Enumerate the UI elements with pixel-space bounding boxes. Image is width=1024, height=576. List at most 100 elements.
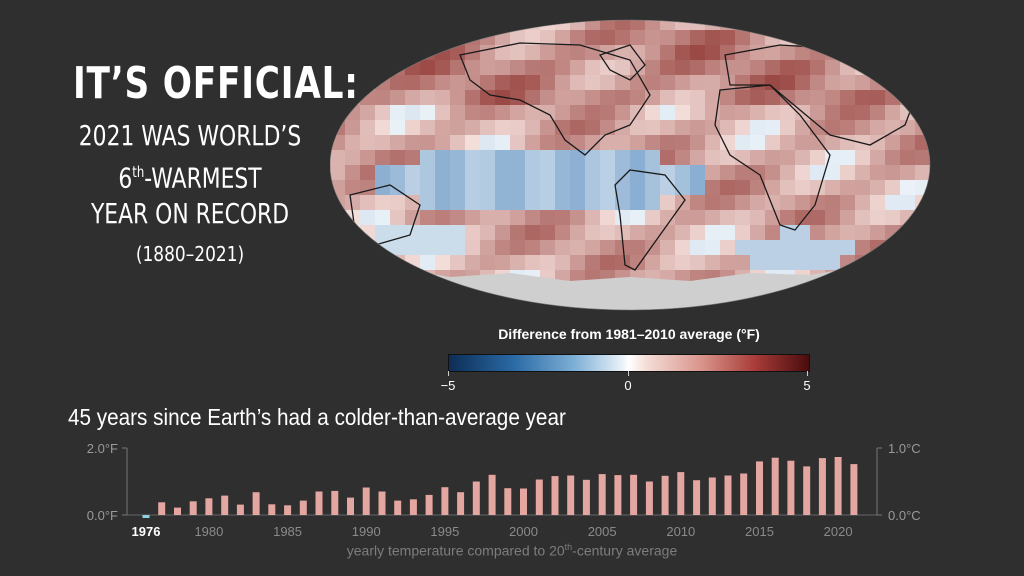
map-cell bbox=[705, 45, 721, 61]
map-cell bbox=[705, 30, 721, 46]
map-cell bbox=[450, 75, 466, 91]
bar-2001 bbox=[535, 479, 543, 515]
map-cell bbox=[660, 180, 676, 196]
map-cell bbox=[870, 285, 886, 301]
map-cell bbox=[780, 135, 796, 151]
map-cell bbox=[345, 255, 361, 271]
map-cell bbox=[825, 120, 841, 136]
chart-subheading: 45 years since Earth’s had a colder-than… bbox=[68, 404, 566, 430]
map-cell bbox=[645, 225, 661, 241]
map-cell bbox=[840, 240, 856, 256]
map-cell bbox=[375, 255, 391, 271]
map-cell bbox=[645, 255, 661, 271]
map-cell bbox=[750, 20, 766, 31]
map-cell bbox=[705, 75, 721, 91]
map-cell bbox=[555, 150, 571, 166]
map-cell bbox=[435, 210, 451, 226]
map-cell bbox=[810, 20, 826, 31]
map-cell bbox=[915, 45, 930, 61]
map-cell bbox=[705, 150, 721, 166]
map-cell bbox=[735, 210, 751, 226]
map-cell bbox=[690, 225, 706, 241]
map-cell bbox=[780, 60, 796, 76]
map-cell bbox=[825, 90, 841, 106]
map-cell bbox=[435, 225, 451, 241]
map-cell bbox=[930, 225, 940, 241]
map-cell bbox=[555, 165, 571, 181]
map-cell bbox=[375, 20, 391, 31]
map-cell bbox=[900, 240, 916, 256]
map-cell bbox=[435, 285, 451, 301]
map-cell bbox=[735, 165, 751, 181]
map-cell bbox=[585, 105, 601, 121]
map-cell bbox=[420, 255, 436, 271]
map-cell bbox=[345, 90, 361, 106]
map-cell bbox=[720, 120, 736, 136]
map-cell bbox=[585, 60, 601, 76]
map-cell bbox=[885, 120, 901, 136]
map-cell bbox=[405, 75, 421, 91]
map-cell bbox=[735, 105, 751, 121]
map-cell bbox=[345, 195, 361, 211]
x-tick-1976: 1976 bbox=[132, 524, 161, 539]
map-cell bbox=[345, 300, 361, 310]
map-cell bbox=[735, 20, 751, 31]
map-cell bbox=[375, 180, 391, 196]
map-cell bbox=[690, 255, 706, 271]
map-cell bbox=[840, 255, 856, 271]
map-cell bbox=[480, 210, 496, 226]
x-tick-1980: 1980 bbox=[194, 524, 223, 539]
y-right-tick-top: 1.0°C bbox=[888, 441, 921, 456]
map-cell bbox=[885, 75, 901, 91]
map-cell bbox=[855, 165, 871, 181]
map-cell bbox=[525, 90, 541, 106]
map-cell bbox=[825, 135, 841, 151]
map-cell bbox=[855, 45, 871, 61]
map-cell bbox=[765, 240, 781, 256]
map-cell bbox=[675, 150, 691, 166]
map-cell bbox=[390, 255, 406, 271]
bar-1995 bbox=[441, 487, 449, 515]
map-cell bbox=[435, 165, 451, 181]
map-cell bbox=[720, 210, 736, 226]
map-cell bbox=[930, 285, 940, 301]
bar-2015 bbox=[756, 461, 763, 515]
map-cell bbox=[690, 195, 706, 211]
map-cell bbox=[915, 270, 930, 286]
map-cell bbox=[405, 195, 421, 211]
map-cell bbox=[390, 30, 406, 46]
map-cell bbox=[870, 120, 886, 136]
bar-2019 bbox=[818, 458, 826, 515]
map-cell bbox=[885, 30, 901, 46]
map-border bbox=[329, 19, 931, 311]
map-cell bbox=[705, 210, 721, 226]
map-cell bbox=[465, 150, 481, 166]
map-cell bbox=[375, 45, 391, 61]
map-cell bbox=[885, 60, 901, 76]
map-cell bbox=[375, 30, 391, 46]
rank-number: 6 bbox=[118, 161, 133, 195]
bar-1978 bbox=[174, 507, 181, 515]
chart-caption: yearly temperature compared to 20th-cent… bbox=[0, 542, 1024, 559]
map-cell bbox=[630, 135, 646, 151]
map-cell bbox=[675, 135, 691, 151]
map-cell bbox=[765, 180, 781, 196]
map-cell bbox=[435, 60, 451, 76]
map-cell bbox=[570, 30, 586, 46]
headline-line-2: 2021 WAS WORLD’S bbox=[78, 119, 302, 152]
map-cell bbox=[330, 255, 346, 271]
map-cell bbox=[390, 135, 406, 151]
map-cell bbox=[510, 30, 526, 46]
map-cell bbox=[555, 180, 571, 196]
map-cell bbox=[420, 300, 436, 310]
map-cell bbox=[870, 30, 886, 46]
map-cell bbox=[465, 135, 481, 151]
map-cell bbox=[390, 210, 406, 226]
map-cell bbox=[630, 180, 646, 196]
map-cell bbox=[345, 150, 361, 166]
map-cell bbox=[600, 90, 616, 106]
map-cell bbox=[420, 75, 436, 91]
map-cell bbox=[495, 135, 511, 151]
map-cell bbox=[750, 225, 766, 241]
map-cell bbox=[660, 240, 676, 256]
